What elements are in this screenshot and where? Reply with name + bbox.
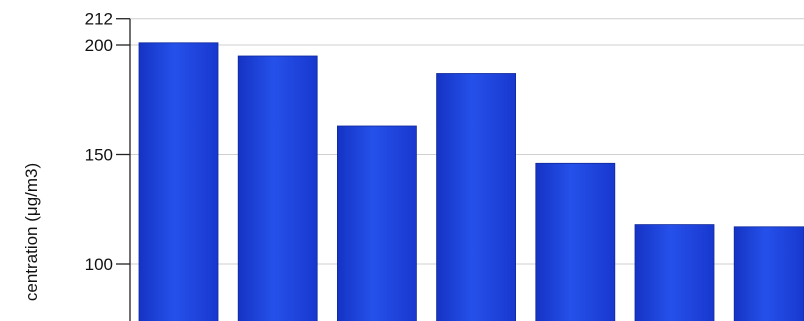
- y-tick-label: 150: [85, 146, 113, 165]
- bar: [237, 55, 318, 321]
- y-tick-label: 100: [85, 255, 113, 274]
- bar: [336, 125, 417, 321]
- y-ticks: 212 200 150 100: [85, 10, 130, 274]
- bar: [436, 73, 517, 321]
- bar: [138, 42, 219, 321]
- bar: [535, 162, 616, 321]
- y-tick-label: 200: [85, 36, 113, 55]
- y-axis-title: centration (μg/m3): [22, 163, 41, 301]
- bar: [634, 224, 715, 321]
- bars: [138, 42, 804, 321]
- y-tick-label: 212: [85, 10, 113, 29]
- bar: [733, 226, 804, 321]
